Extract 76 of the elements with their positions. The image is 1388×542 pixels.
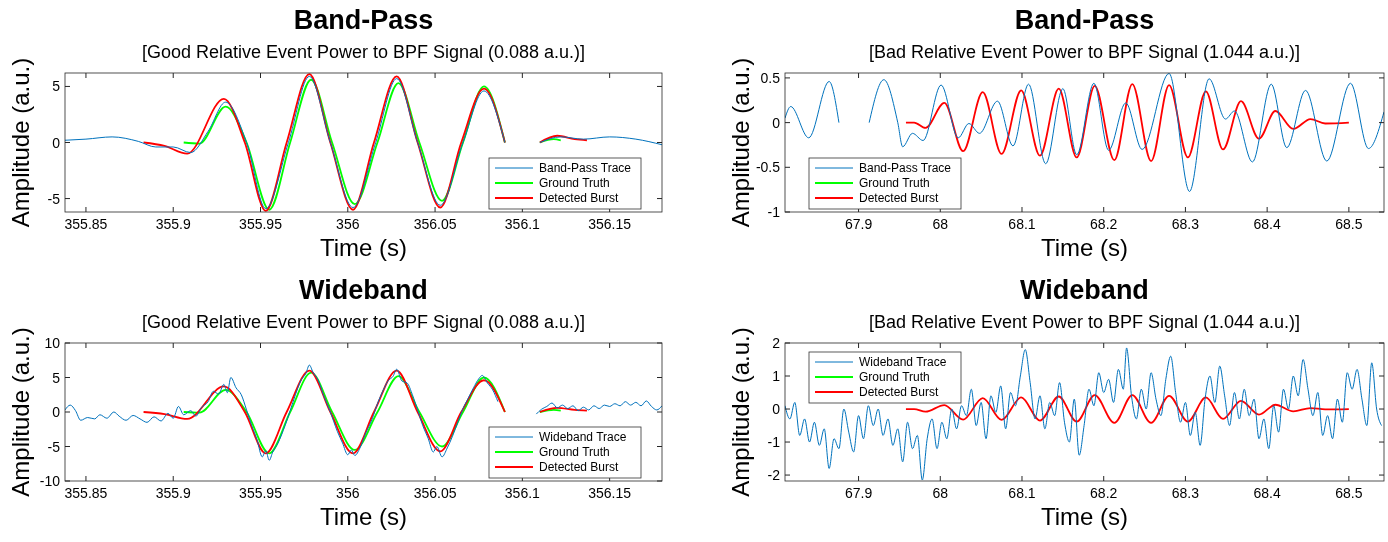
legend-label: Ground Truth: [859, 370, 930, 384]
chart-subtitle: [Bad Relative Event Power to BPF Signal (1.044 a.u.)]: [868, 312, 1301, 332]
legend-label: Ground Truth: [859, 176, 930, 190]
x-tick-label: 356.15: [588, 485, 632, 501]
x-tick-label: 68: [932, 485, 949, 501]
legend-label: Detected Burst: [539, 460, 620, 474]
x-tick-label: 356.1: [504, 216, 541, 232]
y-tick-label: 0: [772, 114, 781, 131]
y-tick-label: -10: [39, 473, 61, 489]
x-tick-label: 356: [336, 216, 360, 232]
x-tick-label: 355.9: [155, 216, 191, 232]
x-tick-label: 356: [336, 485, 360, 501]
legend-label: Band-Pass Trace: [859, 161, 952, 175]
chart-title: Wideband: [1020, 275, 1149, 305]
x-tick-label: 68.2: [1090, 485, 1118, 501]
x-tick-label: 68.3: [1171, 485, 1200, 501]
x-tick-label: 355.9: [155, 485, 191, 501]
y-axis-title: Amplitude (a.u.): [727, 327, 754, 497]
y-tick-label: 0: [772, 401, 781, 418]
x-tick-label: 68.4: [1253, 485, 1281, 501]
legend-label: Wideband Trace: [539, 430, 627, 444]
y-tick-label: -5: [47, 438, 61, 455]
y-axis-title: Amplitude (a.u.): [7, 57, 34, 228]
y-tick-label: 0: [52, 404, 61, 420]
chart-title: Wideband: [299, 275, 428, 305]
x-tick-label: 355.85: [64, 216, 108, 232]
y-tick-label: -0.5: [755, 159, 781, 176]
y-tick-label: 0: [52, 134, 61, 151]
chart-title: Band-Pass: [1014, 5, 1155, 35]
x-tick-label: 67.9: [844, 216, 873, 232]
x-tick-label: 355.95: [239, 216, 283, 232]
chart-subtitle: [Good Relative Event Power to BPF Signal (0.088 a.u.)]: [141, 312, 586, 332]
line-series: [905, 83, 1350, 162]
legend-label: Detected Burst: [859, 191, 940, 205]
legend-label: Detected Burst: [539, 191, 620, 205]
y-tick-label: 10: [44, 335, 61, 351]
x-tick-label: 68.5: [1335, 485, 1363, 501]
y-tick-label: -1: [767, 434, 781, 451]
line-series: [905, 394, 1350, 424]
legend-label: Band-Pass Trace: [539, 161, 632, 175]
y-tick-label: -1: [767, 204, 781, 220]
x-tick-label: 68.2: [1090, 216, 1118, 232]
y-tick-label: 0.5: [760, 69, 781, 86]
y-tick-label: 1: [772, 368, 781, 385]
x-tick-label: 68.5: [1335, 216, 1363, 232]
x-axis-title: Time (s): [319, 503, 408, 530]
chart-subtitle: [Bad Relative Event Power to BPF Signal (1.044 a.u.)]: [868, 42, 1301, 62]
x-tick-label: 68.3: [1171, 216, 1200, 232]
x-tick-label: 68.1: [1008, 216, 1036, 232]
x-axis-title: Time (s): [1040, 234, 1129, 261]
y-tick-label: 2: [772, 335, 781, 351]
x-tick-label: 68.1: [1008, 485, 1036, 501]
legend-label: Ground Truth: [539, 176, 610, 190]
y-tick-label: -5: [47, 190, 61, 207]
x-axis-title: Time (s): [319, 234, 408, 261]
y-axis-title: Amplitude (a.u.): [727, 57, 754, 228]
y-tick-label: 5: [52, 369, 61, 386]
x-axis-title: Time (s): [1040, 503, 1129, 530]
y-tick-label: -2: [767, 467, 781, 484]
x-tick-label: 356.15: [588, 216, 632, 232]
chart-subtitle: [Good Relative Event Power to BPF Signal (0.088 a.u.)]: [141, 42, 586, 62]
legend-label: Detected Burst: [859, 385, 940, 399]
x-tick-label: 355.95: [239, 485, 283, 501]
line-series: [785, 347, 1383, 481]
x-tick-label: 355.85: [64, 485, 108, 501]
chart-title: Band-Pass: [293, 5, 434, 35]
x-tick-label: 356.1: [504, 485, 541, 501]
legend-label: Wideband Trace: [859, 355, 947, 369]
x-tick-label: 356.05: [413, 216, 457, 232]
y-tick-label: 5: [52, 78, 61, 95]
x-tick-label: 67.9: [844, 485, 873, 501]
x-tick-label: 68.4: [1253, 216, 1281, 232]
x-tick-label: 356.05: [413, 485, 457, 501]
y-axis-title: Amplitude (a.u.): [7, 327, 34, 497]
legend-label: Ground Truth: [539, 445, 610, 459]
x-tick-label: 68: [932, 216, 949, 232]
